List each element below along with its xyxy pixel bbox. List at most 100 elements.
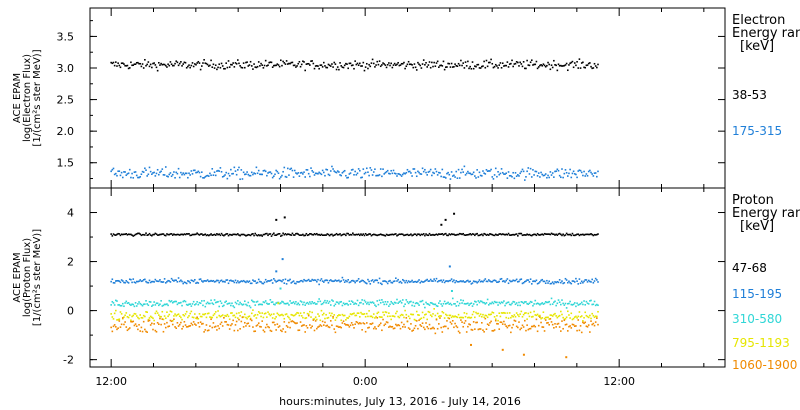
electron-point [411,64,413,66]
proton-point [260,315,262,318]
electron-point [536,67,539,70]
electron-point [576,60,578,63]
proton-point [515,233,518,235]
proton-point [167,315,169,318]
proton-point [371,301,374,303]
proton-point [370,280,373,282]
proton-point [213,299,216,301]
proton-point [212,234,215,236]
proton-point [485,234,488,236]
proton-point [241,304,244,306]
proton-point [268,303,270,305]
proton-point [398,281,401,284]
proton-point [183,320,186,323]
proton-point [434,279,437,282]
proton-point [592,314,595,317]
proton-point [547,316,549,319]
electron-point [457,62,460,65]
electron-point [539,176,541,178]
electron-point [578,169,581,171]
proton-point [345,302,347,305]
proton-point [576,280,578,282]
electron-point [439,172,441,174]
proton-point [219,280,222,282]
proton-point [319,234,322,237]
proton-point [134,233,137,236]
proton-point [288,233,290,236]
proton-point [429,278,432,281]
proton-point [374,304,376,306]
proton-point [388,312,390,314]
proton-point [369,233,372,235]
proton-point [127,282,130,284]
electron-point [474,175,476,177]
electron-point [144,167,146,170]
electron-point [333,170,336,172]
proton-point [296,311,298,314]
proton-point [183,314,186,317]
proton-point [396,324,398,327]
proton-point [544,301,547,303]
proton-point [356,233,359,236]
electron-point [161,168,164,170]
electron-point [289,168,291,171]
proton-point [192,300,195,303]
electron-point [512,171,514,174]
electron-point [343,169,346,172]
proton-point [367,327,369,329]
electron-point [469,172,471,175]
proton-point [594,315,597,318]
proton-point [489,302,491,305]
electron-point [485,59,488,62]
proton-point [181,280,183,283]
proton-spike-point [275,270,278,273]
proton-point [235,281,238,284]
proton-point [321,314,324,316]
proton-point [429,327,432,330]
proton-point [482,280,484,283]
proton-point [207,234,210,237]
electron-point [569,168,571,171]
proton-point [392,303,395,306]
electron-point [519,61,521,64]
proton-point [571,304,574,306]
proton-point [547,321,549,324]
electron-point [159,64,161,66]
proton-point [570,282,573,285]
proton-point [225,300,227,303]
proton-point [307,314,310,317]
proton-point [194,233,196,236]
proton-point [561,234,563,237]
proton-point [241,316,244,319]
proton-point [540,317,542,320]
proton-point [412,281,415,283]
proton-point [170,277,173,280]
electron-point [137,176,139,179]
proton-point [478,315,481,317]
electron-point [127,172,130,175]
proton-point [364,330,367,333]
electron-point [526,59,528,62]
proton-point [218,305,221,308]
electron-point [350,64,353,67]
electron-point [154,64,157,66]
electron-point [382,168,384,170]
proton-point [569,300,571,303]
proton-point [192,316,195,319]
proton-point [209,280,211,283]
proton-point [163,323,166,325]
proton-point [228,233,231,236]
proton-point [310,316,312,318]
proton-point [198,313,201,315]
electron-point [549,171,552,173]
proton-point [335,325,338,327]
proton-point [144,278,146,281]
proton-point [281,280,283,283]
electron-point [234,170,237,172]
proton-point [467,233,469,236]
electron-point [228,66,231,68]
proton-point [156,312,159,314]
proton-point [382,311,384,314]
proton-point [118,304,121,306]
proton-point [118,320,121,322]
